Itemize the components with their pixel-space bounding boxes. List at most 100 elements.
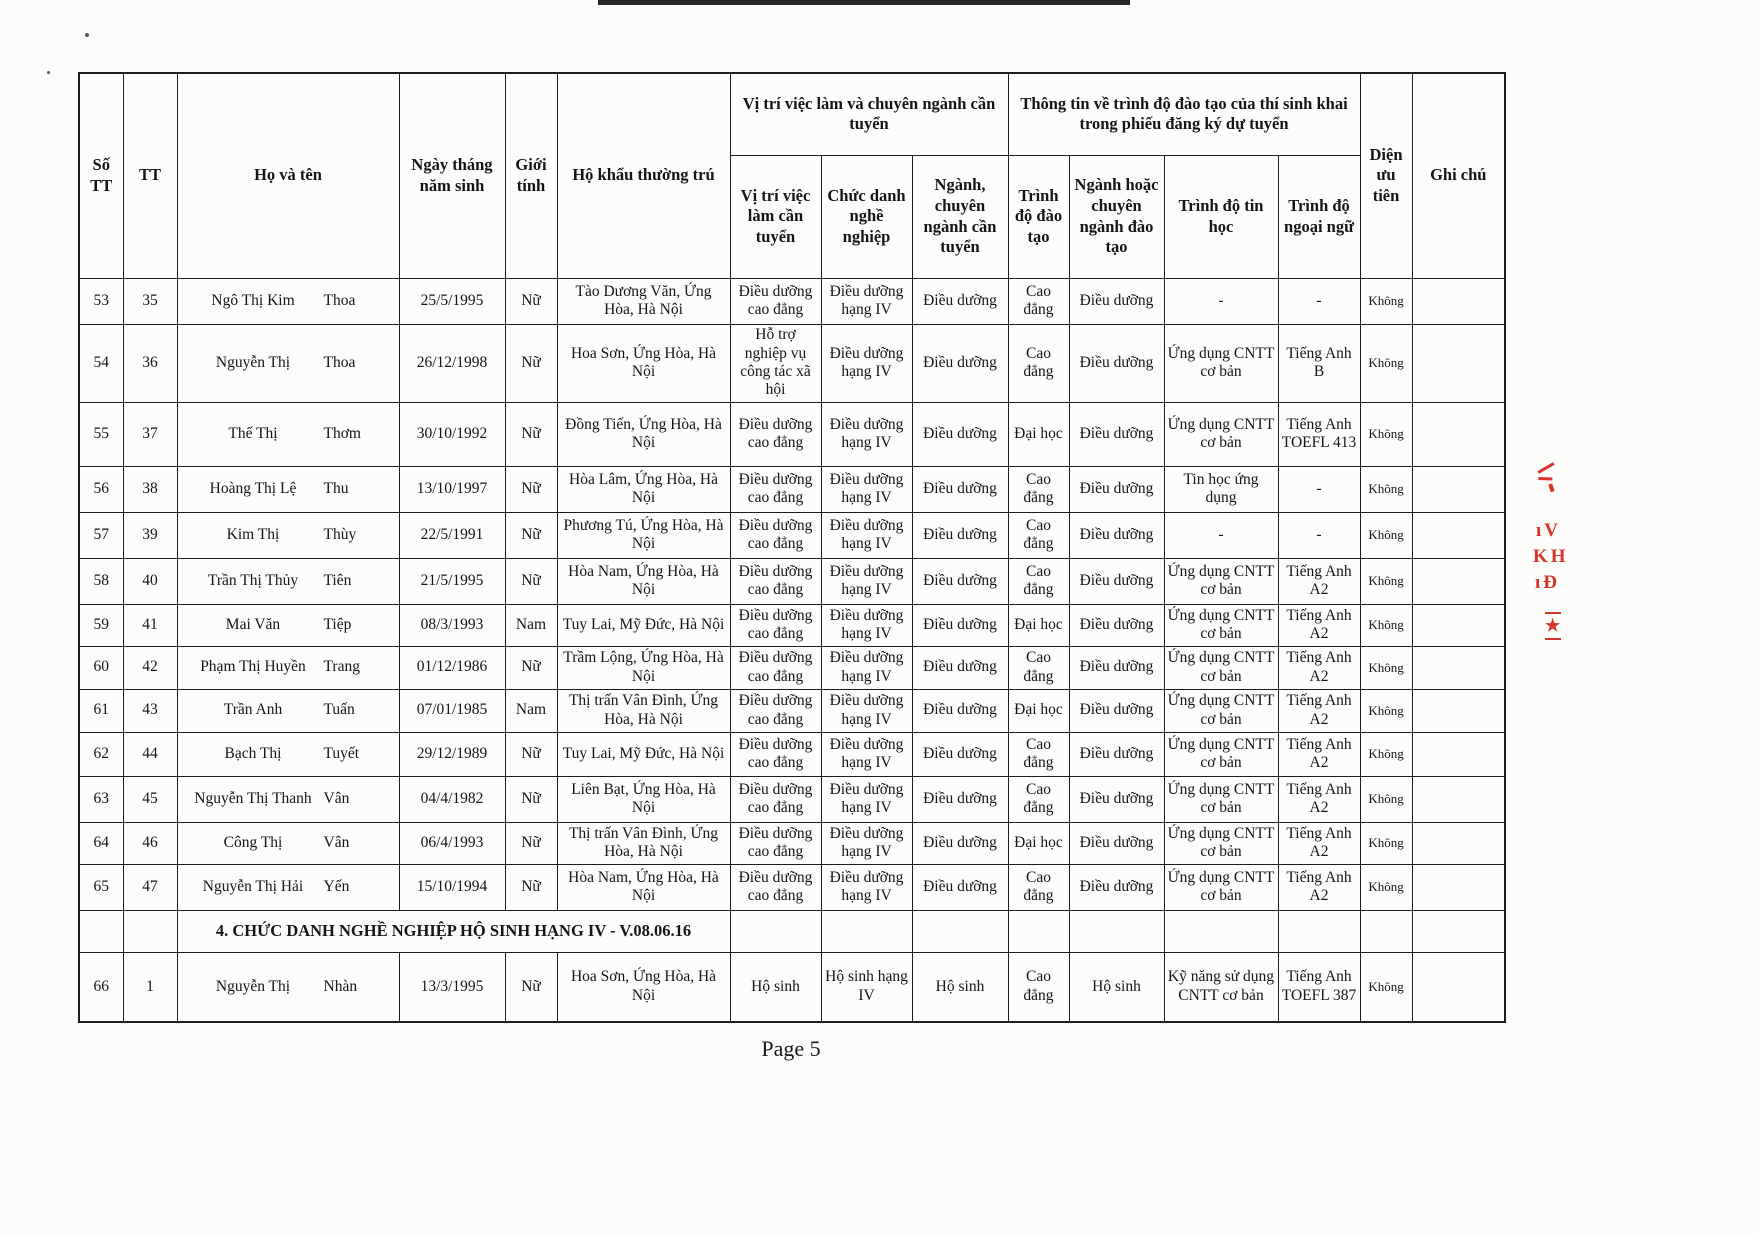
cell-address: Hòa Nam, Ứng Hòa, Hà Nội: [556, 863, 731, 911]
cell-dob: 29/12/1989: [398, 731, 506, 777]
cell-dob: 06/4/1993: [398, 821, 506, 865]
cell-tt: 1: [122, 951, 178, 1023]
cell-it-level: Ứng dụng CNTT cơ bản: [1163, 731, 1279, 777]
family-name: Kim Thị: [226, 525, 280, 543]
col-header-degree: Trình độ đào tạo: [1007, 154, 1070, 279]
cell-note: [1411, 821, 1506, 865]
cell-priority: Không: [1359, 277, 1413, 325]
cell-title: Điều dưỡng hạng IV: [820, 557, 913, 605]
cell-dob: 21/5/1995: [398, 557, 506, 605]
col-header-note: Ghi chú: [1411, 72, 1506, 279]
cell-title: Điều dưỡng hạng IV: [820, 401, 913, 467]
cell-priority: [1359, 909, 1413, 953]
cell-note: [1411, 603, 1506, 647]
red-stamp-fragment: KH: [1533, 546, 1569, 567]
cell-gender: Nữ: [504, 277, 558, 325]
cell-note: [1411, 465, 1506, 513]
full-name: Công Thị Vân: [181, 834, 396, 852]
cell-trained-major: Điều dưỡng: [1068, 775, 1165, 823]
cell-position: [729, 909, 822, 953]
cell-note: [1411, 277, 1506, 325]
col-header-major: Ngành, chuyên ngành cần tuyển: [911, 154, 1009, 279]
cell-language-level: Tiếng Anh A2: [1277, 731, 1361, 777]
cell-name: Công Thị Vân: [176, 821, 400, 865]
cell-tt: 40: [122, 557, 178, 605]
cell-it-level: Ứng dụng CNTT cơ bản: [1163, 688, 1279, 733]
cell-it-level: Kỹ năng sử dụng CNTT cơ bản: [1163, 951, 1279, 1023]
cell-it-level: Ứng dụng CNTT cơ bản: [1163, 863, 1279, 911]
cell-trained-major: Điều dưỡng: [1068, 401, 1165, 467]
table-row: 53 35 Ngô Thị Kim Thoa 25/5/1995 Nữ Tào …: [78, 277, 1506, 325]
cell-tt: 45: [122, 775, 178, 823]
cell-degree: Đại học: [1007, 603, 1070, 647]
cell-gender: Nữ: [504, 557, 558, 605]
cell-language-level: Tiếng Anh A2: [1277, 821, 1361, 865]
cell-title: [820, 909, 913, 953]
cell-language-level: [1277, 909, 1361, 953]
cell-tt: 39: [122, 511, 178, 559]
cell-so-tt: 56: [78, 465, 124, 513]
cell-tt: 44: [122, 731, 178, 777]
cell-address: Đồng Tiến, Ứng Hòa, Hà Nội: [556, 401, 731, 467]
cell-position: Điều dưỡng cao đẳng: [729, 465, 822, 513]
cell-address: Liên Bạt, Ứng Hòa, Hà Nội: [556, 775, 731, 823]
cell-title: Điều dưỡng hạng IV: [820, 645, 913, 690]
cell-so-tt: [78, 909, 124, 953]
cell-priority: Không: [1359, 821, 1413, 865]
full-name: Trần Thị Thủy Tiên: [181, 572, 396, 590]
cell-gender: Nam: [504, 603, 558, 647]
cell-priority: Không: [1359, 465, 1413, 513]
family-name: Hoàng Thị Lệ: [209, 479, 297, 497]
table-row: 59 41 Mai Văn Tiệp 08/3/1993 Nam Tuy Lai…: [78, 603, 1506, 647]
cell-major: Điều dưỡng: [911, 557, 1009, 605]
family-name: Mai Văn: [225, 615, 281, 633]
cell-address: Trầm Lộng, Ứng Hòa, Hà Nội: [556, 645, 731, 690]
cell-address: Thị trấn Vân Đình, Ứng Hòa, Hà Nội: [556, 688, 731, 733]
cell-so-tt: 60: [78, 645, 124, 690]
cell-position: Điều dưỡng cao đẳng: [729, 401, 822, 467]
full-name: Mai Văn Tiệp: [181, 616, 396, 634]
cell-degree: Cao đẳng: [1007, 277, 1070, 325]
cell-position: Điều dưỡng cao đẳng: [729, 277, 822, 325]
scan-artifact-line: [598, 0, 1130, 5]
cell-dob: 26/12/1998: [398, 323, 506, 403]
family-name: Nguyễn Thị: [215, 353, 291, 371]
cell-note: [1411, 909, 1506, 953]
cell-it-level: Ứng dụng CNTT cơ bản: [1163, 821, 1279, 865]
cell-gender: Nữ: [504, 863, 558, 911]
cell-position: Điều dưỡng cao đẳng: [729, 688, 822, 733]
table-row: 63 45 Nguyễn Thị Thanh Vân 04/4/1982 Nữ …: [78, 775, 1506, 823]
cell-gender: Nữ: [504, 731, 558, 777]
col-header-name: Họ và tên: [176, 72, 400, 279]
cell-major: Hộ sinh: [911, 951, 1009, 1023]
cell-address: Hoa Sơn, Ứng Hòa, Hà Nội: [556, 323, 731, 403]
family-name: Nguyễn Thị Hải: [202, 877, 304, 895]
cell-note: [1411, 557, 1506, 605]
cell-dob: 13/3/1995: [398, 951, 506, 1023]
col-header-dob: Ngày tháng năm sinh: [398, 72, 506, 279]
col-header-so-tt: Số TT: [78, 72, 124, 279]
cell-title: Điều dưỡng hạng IV: [820, 688, 913, 733]
cell-name: Hoàng Thị Lệ Thu: [176, 465, 400, 513]
full-name: Nguyễn Thị Thanh Vân: [181, 790, 396, 808]
cell-language-level: Tiếng Anh A2: [1277, 557, 1361, 605]
cell-major: Điều dưỡng: [911, 645, 1009, 690]
cell-trained-major: Điều dưỡng: [1068, 731, 1165, 777]
family-name: Ngô Thị Kim: [211, 291, 295, 309]
cell-major: Điều dưỡng: [911, 511, 1009, 559]
cell-trained-major: Hộ sinh: [1068, 951, 1165, 1023]
table-body: 53 35 Ngô Thị Kim Thoa 25/5/1995 Nữ Tào …: [78, 277, 1506, 1023]
table-row: 57 39 Kim Thị Thùy 22/5/1991 Nữ Phương T…: [78, 511, 1506, 559]
cell-it-level: Ứng dụng CNTT cơ bản: [1163, 401, 1279, 467]
cell-gender: Nữ: [504, 511, 558, 559]
cell-note: [1411, 731, 1506, 777]
given-name: Trang: [323, 658, 360, 676]
full-name: Nguyễn Thị Thoa: [181, 354, 396, 372]
cell-address: Tào Dương Văn, Ứng Hòa, Hà Nội: [556, 277, 731, 325]
cell-it-level: -: [1163, 277, 1279, 325]
cell-language-level: -: [1277, 465, 1361, 513]
table-row: 61 43 Trần Anh Tuấn 07/01/1985 Nam Thị t…: [78, 688, 1506, 733]
cell-address: Tuy Lai, Mỹ Đức, Hà Nội: [556, 731, 731, 777]
cell-major: Điều dưỡng: [911, 863, 1009, 911]
given-name: Tuấn: [323, 701, 355, 719]
